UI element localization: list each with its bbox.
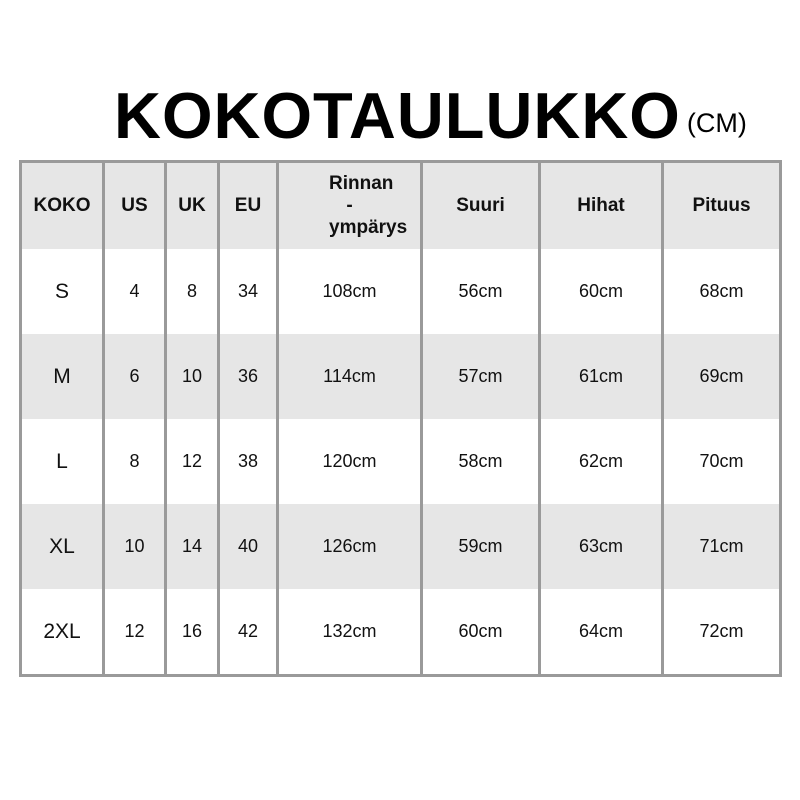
table-cell: 36 xyxy=(217,334,279,419)
table-cell: 14 xyxy=(164,504,220,589)
header-cell: UK xyxy=(164,161,220,249)
header-cell: Suuri xyxy=(420,161,541,249)
header-cell: Hihat xyxy=(538,161,664,249)
table-cell: 120cm xyxy=(276,419,423,504)
table-cell: 6 xyxy=(102,334,167,419)
title-unit: (CM) xyxy=(686,108,747,138)
table-cell: 60cm xyxy=(420,589,541,676)
table-cell: 60cm xyxy=(538,249,664,334)
table-cell: 42 xyxy=(217,589,279,676)
table-cell: 10 xyxy=(102,504,167,589)
size-cell: XL xyxy=(19,504,105,589)
table-cell: 71cm xyxy=(661,504,782,589)
table-row: 2XL 12 16 42 132cm 60cm 64cm 72cm xyxy=(19,589,782,676)
table-cell: 64cm xyxy=(538,589,664,676)
table-cell: 70cm xyxy=(661,419,782,504)
table-cell: 126cm xyxy=(276,504,423,589)
header-row: KOKO US UK EU Rinnan -ympärys Suuri Hiha… xyxy=(19,161,782,249)
table-cell: 56cm xyxy=(420,249,541,334)
table-cell: 8 xyxy=(164,249,220,334)
table-cell: 69cm xyxy=(661,334,782,419)
header-cell: EU xyxy=(217,161,279,249)
table-row: L 8 12 38 120cm 58cm 62cm 70cm xyxy=(19,419,782,504)
table-row: M 6 10 36 114cm 57cm 61cm 69cm xyxy=(19,334,782,419)
page-title: KOKOTAULUKKO (CM) xyxy=(114,78,747,153)
size-cell: S xyxy=(19,249,105,334)
table-cell: 58cm xyxy=(420,419,541,504)
header-cell: US xyxy=(102,161,167,249)
table-cell: 10 xyxy=(164,334,220,419)
table-row: XL 10 14 40 126cm 59cm 63cm 71cm xyxy=(19,504,782,589)
table-cell: 34 xyxy=(217,249,279,334)
size-cell: L xyxy=(19,419,105,504)
table-cell: 57cm xyxy=(420,334,541,419)
table-cell: 68cm xyxy=(661,249,782,334)
table-cell: 132cm xyxy=(276,589,423,676)
table-cell: 12 xyxy=(102,589,167,676)
table-cell: 62cm xyxy=(538,419,664,504)
table-cell: 59cm xyxy=(420,504,541,589)
header-cell: Pituus xyxy=(661,161,782,249)
table-row: S 4 8 34 108cm 56cm 60cm 68cm xyxy=(19,249,782,334)
table-cell: 4 xyxy=(102,249,167,334)
header-cell: Rinnan -ympärys xyxy=(276,161,423,249)
table-cell: 16 xyxy=(164,589,220,676)
table-cell: 61cm xyxy=(538,334,664,419)
header-cell: KOKO xyxy=(19,161,105,249)
table-cell: 38 xyxy=(217,419,279,504)
size-cell: M xyxy=(19,334,105,419)
table-cell: 72cm xyxy=(661,589,782,676)
table-cell: 108cm xyxy=(276,249,423,334)
size-table: KOKO US UK EU Rinnan -ympärys Suuri Hiha… xyxy=(19,160,782,677)
title-text: KOKOTAULUKKO xyxy=(114,79,681,152)
table-cell: 114cm xyxy=(276,334,423,419)
table-cell: 12 xyxy=(164,419,220,504)
table-cell: 8 xyxy=(102,419,167,504)
table-cell: 40 xyxy=(217,504,279,589)
table-cell: 63cm xyxy=(538,504,664,589)
size-cell: 2XL xyxy=(19,589,105,676)
